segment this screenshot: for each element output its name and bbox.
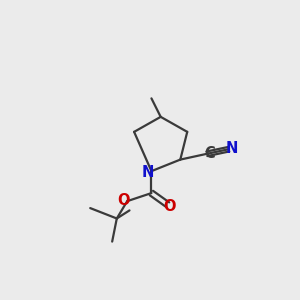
Text: O: O (163, 200, 176, 214)
Text: N: N (142, 165, 154, 180)
Text: O: O (117, 193, 130, 208)
Text: N: N (226, 141, 238, 156)
Text: C: C (204, 146, 215, 161)
